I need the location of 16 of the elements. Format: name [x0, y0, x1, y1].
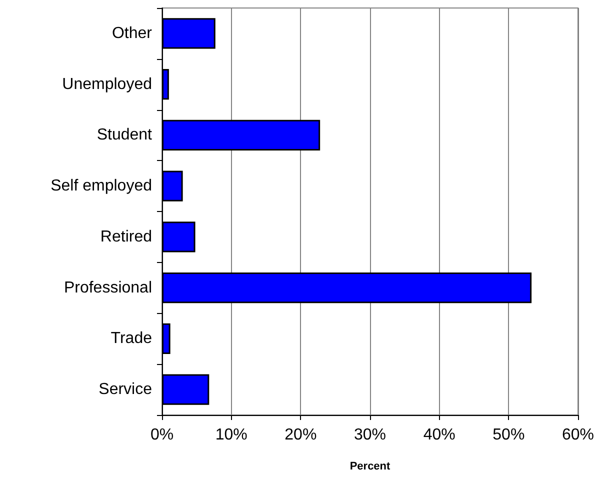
y-tick-label: Service [98, 381, 152, 398]
x-tick-label: 50% [492, 426, 525, 444]
x-tick-label: 0% [150, 426, 174, 444]
x-tick-label: 20% [284, 426, 317, 444]
y-tick-label: Professional [64, 279, 152, 296]
y-tick-label: Self employed [50, 178, 152, 195]
x-axis-title: Percent [350, 460, 391, 472]
y-tick-label: Other [112, 24, 153, 42]
y-tick-label: Unemployed [62, 76, 152, 93]
x-tick-label: 60% [562, 426, 594, 444]
y-tick-label: Student [96, 126, 153, 144]
x-tick-label: 10% [215, 426, 248, 444]
y-tick-label: Retired [100, 228, 152, 246]
y-tick-label: Trade [110, 330, 152, 348]
x-tick-label: 30% [354, 426, 386, 444]
x-tick-label: 40% [423, 426, 456, 444]
